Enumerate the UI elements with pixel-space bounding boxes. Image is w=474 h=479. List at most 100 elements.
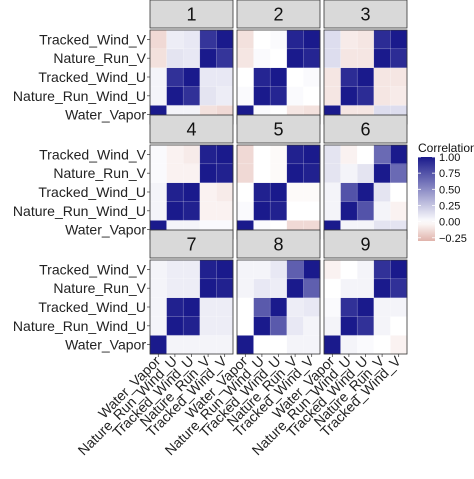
y-tick-label: Nature_Run_Wind_U — [13, 88, 146, 104]
heatmap-cell — [357, 30, 375, 50]
heatmap-cell — [373, 86, 391, 106]
heatmap-cell — [253, 182, 271, 202]
heatmap-cell — [199, 30, 217, 50]
heatmap-cell — [303, 145, 321, 165]
heatmap-cell — [253, 67, 271, 87]
heatmap-cell — [270, 48, 288, 68]
heatmap-cell — [166, 163, 184, 183]
heatmap-cell — [324, 278, 341, 298]
heatmap-cell — [390, 67, 408, 87]
heatmap-cell — [216, 182, 234, 202]
heatmap-cell — [390, 163, 408, 183]
panel-strip — [149, 229, 234, 259]
panel-strip — [323, 114, 408, 144]
panel-9: 9 — [323, 229, 408, 355]
panel-1: 1 — [149, 0, 234, 125]
legend-tick-label: 0.00 — [439, 217, 460, 229]
heatmap-cell — [216, 86, 234, 106]
legend-tick-label: 0.75 — [439, 168, 460, 180]
panel-strip — [149, 114, 234, 144]
heatmap-cell — [216, 30, 234, 50]
heatmap-cell — [199, 201, 217, 221]
heatmap-cell — [373, 260, 391, 280]
legend-tick-label: 0.25 — [439, 200, 460, 212]
heatmap-cell — [373, 201, 391, 221]
heatmap-cell — [166, 297, 184, 317]
heatmap-cell — [183, 201, 201, 221]
panel-7: 7 — [149, 229, 234, 355]
y-tick-label: Water_Vapor — [65, 107, 146, 123]
panel-strip — [236, 229, 321, 259]
heatmap-cell — [324, 48, 341, 68]
heatmap-cell — [324, 86, 341, 106]
panel-strip-label: 2 — [273, 5, 283, 25]
heatmap-cell — [253, 260, 271, 280]
heatmap-cell — [390, 260, 408, 280]
panel-4: 4 — [149, 114, 234, 240]
heatmap-cell — [150, 260, 167, 280]
y-tick-label: Tracked_Wind_U — [38, 69, 146, 85]
heatmap-cell — [390, 48, 408, 68]
heatmap-cell — [253, 335, 271, 355]
heatmap-cell — [373, 297, 391, 317]
heatmap-cell — [303, 335, 321, 355]
panels: 1 2 3 4 5 6 7 8 9 — [149, 0, 408, 355]
heatmap-cell — [199, 316, 217, 336]
heatmap-cell — [303, 163, 321, 183]
heatmap-cell — [324, 335, 341, 355]
heatmap-cell — [183, 145, 201, 165]
y-tick-label: Water_Vapor — [65, 222, 146, 238]
heatmap-cell — [150, 48, 167, 68]
heatmap-cell — [286, 316, 304, 336]
heatmap-cell — [183, 335, 201, 355]
heatmap-cell — [286, 182, 304, 202]
heatmap-cell — [340, 278, 358, 298]
y-tick-label: Nature_Run_V — [53, 50, 146, 66]
heatmap-cell — [286, 86, 304, 106]
heatmap-cell — [303, 297, 321, 317]
heatmap-cell — [237, 145, 254, 165]
heatmap-cell — [357, 182, 375, 202]
y-tick-label: Tracked_Wind_V — [39, 146, 147, 162]
heatmap-cell — [166, 182, 184, 202]
heatmap-cell — [199, 86, 217, 106]
heatmap-cell — [150, 145, 167, 165]
heatmap-cell — [216, 145, 234, 165]
heatmap-cell — [199, 48, 217, 68]
panel-strip-label: 9 — [360, 235, 370, 255]
heatmap-cell — [150, 201, 167, 221]
heatmap-cell — [357, 145, 375, 165]
heatmap-cell — [340, 201, 358, 221]
heatmap-cell — [270, 182, 288, 202]
heatmap-cell — [340, 163, 358, 183]
y-tick-label: Tracked_Wind_V — [39, 31, 147, 47]
heatmap-cell — [303, 67, 321, 87]
heatmap-cell — [183, 278, 201, 298]
panel-strip — [323, 229, 408, 259]
heatmap-cell — [270, 163, 288, 183]
heatmap-cell — [303, 86, 321, 106]
heatmap-cell — [286, 260, 304, 280]
heatmap-cell — [166, 145, 184, 165]
heatmap-cell — [357, 201, 375, 221]
heatmap-cell — [253, 163, 271, 183]
legend-tick-label: 1.00 — [439, 152, 460, 164]
heatmap-cell — [237, 48, 254, 68]
heatmap-cell — [373, 182, 391, 202]
panel-strip — [236, 0, 321, 29]
y-tick-label: Tracked_Wind_V — [39, 261, 147, 277]
heatmap-cell — [357, 260, 375, 280]
heatmap-cell — [199, 182, 217, 202]
heatmap-cell — [286, 30, 304, 50]
heatmap-cell — [270, 67, 288, 87]
heatmap-cell — [270, 260, 288, 280]
heatmap-cell — [199, 163, 217, 183]
heatmap-cell — [373, 278, 391, 298]
legend-title: Correlation — [418, 141, 474, 155]
heatmap-cell — [373, 48, 391, 68]
heatmap-cell — [237, 201, 254, 221]
heatmap-cell — [253, 145, 271, 165]
heatmap-cell — [357, 297, 375, 317]
heatmap-cell — [303, 316, 321, 336]
heatmap-cell — [357, 163, 375, 183]
